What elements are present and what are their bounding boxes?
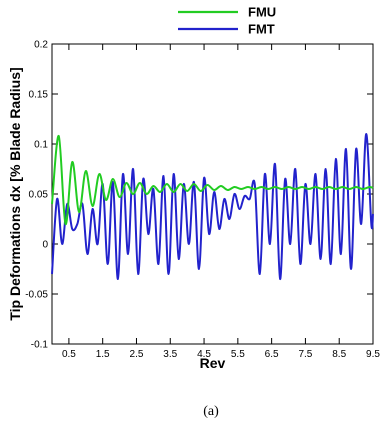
x-tick-label: 9.5 bbox=[366, 349, 380, 360]
x-tick-label: 8.5 bbox=[332, 349, 346, 360]
y-tick-label: 0.2 bbox=[34, 40, 48, 51]
y-tick-label: 0.1 bbox=[34, 140, 48, 151]
figure-caption: (a) bbox=[203, 404, 219, 419]
axis-ticks: 0.5 1.5 2.5 3.5 4.5 5.5 6.5 7.5 8.5 9.5 -0.1 -0.05 0… bbox=[25, 40, 380, 361]
series-layer bbox=[51, 133, 374, 281]
legend-label-fmu: FMU bbox=[248, 5, 276, 20]
legend: FMU FMT bbox=[178, 5, 276, 37]
series-line-fmt bbox=[51, 133, 374, 281]
y-tick-label: 0.15 bbox=[29, 90, 49, 101]
y-tick-label: 0 bbox=[42, 240, 48, 251]
y-axis-label: Tip Deformations dx [% Blade Radius] bbox=[7, 67, 23, 320]
legend-label-fmt: FMT bbox=[248, 22, 275, 37]
x-axis-label: Rev bbox=[200, 355, 226, 371]
x-tick-label: 1.5 bbox=[96, 349, 110, 360]
x-tick-label: 2.5 bbox=[130, 349, 144, 360]
x-tick-label: 6.5 bbox=[265, 349, 279, 360]
x-tick-label: 0.5 bbox=[62, 349, 76, 360]
y-tick-label: 0.05 bbox=[29, 190, 49, 201]
x-tick-label: 7.5 bbox=[298, 349, 312, 360]
y-tick-label: -0.1 bbox=[31, 340, 49, 351]
x-tick-label: 3.5 bbox=[163, 349, 177, 360]
series-line-fmu bbox=[51, 134, 374, 226]
x-tick-label: 5.5 bbox=[231, 349, 245, 360]
x-tick-label: 4.5 bbox=[197, 349, 211, 360]
y-tick-label: -0.05 bbox=[25, 290, 48, 301]
